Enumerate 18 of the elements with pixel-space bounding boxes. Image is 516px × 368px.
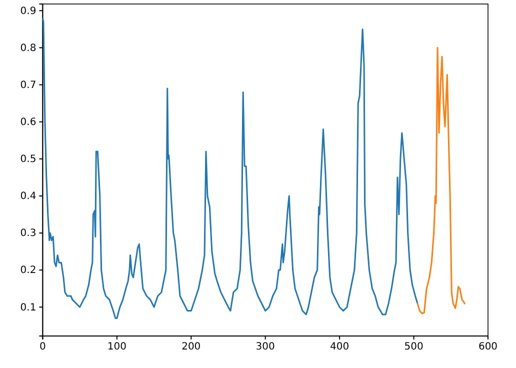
x-tick-label: 200: [182, 342, 201, 353]
x-tick-label: 300: [256, 342, 275, 353]
y-tick-label: 0.1: [20, 302, 36, 314]
y-tick-label: 0.8: [20, 42, 36, 54]
line-series: [42, 17, 418, 319]
y-tick-label: 0.2: [20, 265, 36, 276]
y-tick-label: 0.9: [20, 6, 36, 17]
x-tick-label: 100: [107, 342, 126, 353]
y-tick-label: 0.3: [20, 228, 36, 240]
x-tick-label: 600: [478, 342, 498, 353]
y-tick-label: 0.7: [20, 80, 36, 91]
line-series: [416, 46, 466, 314]
x-tick-label: 500: [404, 342, 424, 353]
y-tick-label: 0.6: [20, 117, 36, 128]
x-tick-label: 400: [330, 342, 350, 353]
x-tick-label: 0: [40, 342, 46, 353]
y-tick-label: 0.4: [20, 191, 36, 202]
y-tick-label: 0.5: [20, 154, 36, 166]
